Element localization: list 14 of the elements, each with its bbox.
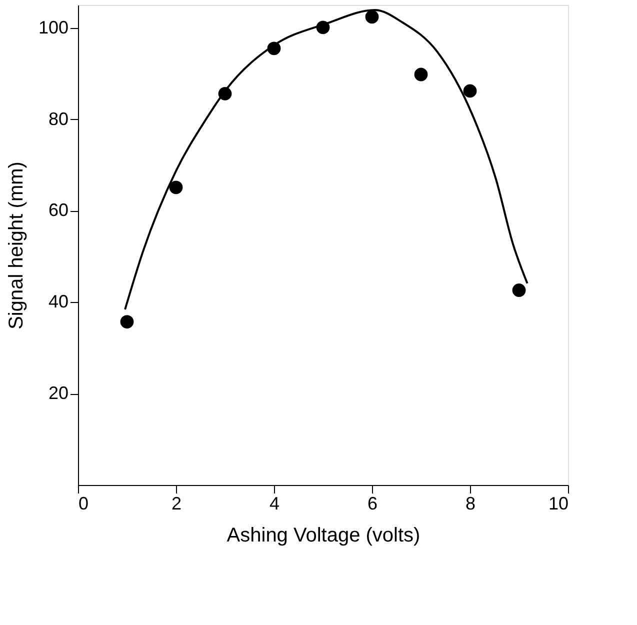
x-tick-label: 0 — [78, 494, 89, 514]
y-tick-label: 40 — [48, 292, 68, 312]
x-tick-label: 2 — [171, 494, 182, 514]
x-tick-label: 8 — [465, 494, 476, 514]
x-tick-label: 6 — [367, 494, 378, 514]
x-tick-label: 10 — [548, 494, 568, 514]
y-tick-label: 100 — [38, 17, 68, 38]
x-axis-title: Ashing Voltage (volts) — [226, 524, 420, 546]
y-axis-title: Signal height (mm) — [5, 162, 28, 330]
y-tick-label: 80 — [48, 108, 68, 129]
line-series — [124, 9, 528, 310]
y-tick-label: 60 — [48, 200, 68, 220]
y-tick-label: 20 — [48, 383, 68, 404]
x-tick-label: 4 — [269, 494, 280, 514]
